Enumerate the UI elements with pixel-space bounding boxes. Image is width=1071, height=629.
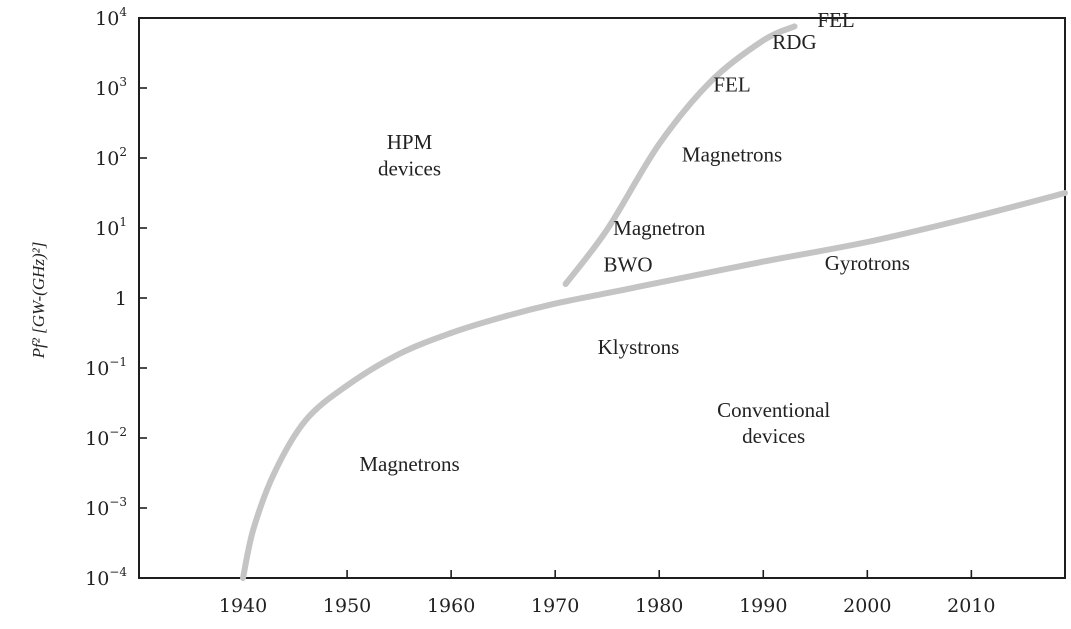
conventional-limit-line [240, 190, 1068, 581]
annotation-label: RDG [772, 30, 816, 54]
x-tick-label: 1990 [739, 595, 787, 617]
annotation-label: devices [742, 424, 805, 448]
y-tick-label: 103 [95, 75, 127, 100]
y-tick-label: 10−3 [85, 495, 127, 520]
x-tick-label: 1960 [427, 595, 475, 617]
curves [240, 23, 1068, 581]
hpm-frontier-line [562, 23, 798, 287]
y-tick-label: 1 [115, 288, 127, 310]
x-tick-label: 1980 [635, 595, 683, 617]
x-tick-label: 1940 [219, 595, 267, 617]
x-tick-label: 1970 [531, 595, 579, 617]
y-tick-label: 10−2 [85, 425, 127, 450]
y-tick-label: 102 [95, 145, 127, 170]
y-axis-label: Pf² [GW-(GHz)²] [29, 242, 48, 360]
y-tick-label: 10−4 [85, 565, 127, 590]
x-tick-label: 1950 [323, 595, 371, 617]
annotation-label: devices [378, 157, 441, 181]
x-axis: 1940 1950 1960 1970 1980 1990 2000 2010 [219, 570, 996, 617]
annotation-label: Klystrons [598, 335, 680, 359]
x-tick-label: 2000 [843, 595, 891, 617]
annotation-label: Magnetron [613, 216, 706, 240]
annotation-label: BWO [604, 252, 653, 276]
plot-frame [138, 17, 1066, 579]
annotation-label: FEL [817, 8, 854, 32]
y-axis: 104 103 102 101 1 10−1 10−2 10−3 10−4 [85, 5, 147, 590]
annotation-label: FEL [713, 73, 750, 97]
annotations: HPM devices Magnetrons Klystrons Conventiona… [359, 8, 910, 476]
y-tick-label: 104 [95, 5, 127, 30]
annotation-label: HPM [387, 130, 433, 154]
annotation-label: Gyrotrons [825, 251, 910, 275]
y-tick-label: 101 [95, 215, 127, 240]
annotation-label: Magnetrons [682, 143, 782, 167]
annotation-label: Magnetrons [359, 452, 459, 476]
y-tick-label: 10−1 [85, 355, 127, 380]
x-tick-label: 2010 [947, 595, 995, 617]
annotation-label: Conventional [717, 398, 830, 422]
